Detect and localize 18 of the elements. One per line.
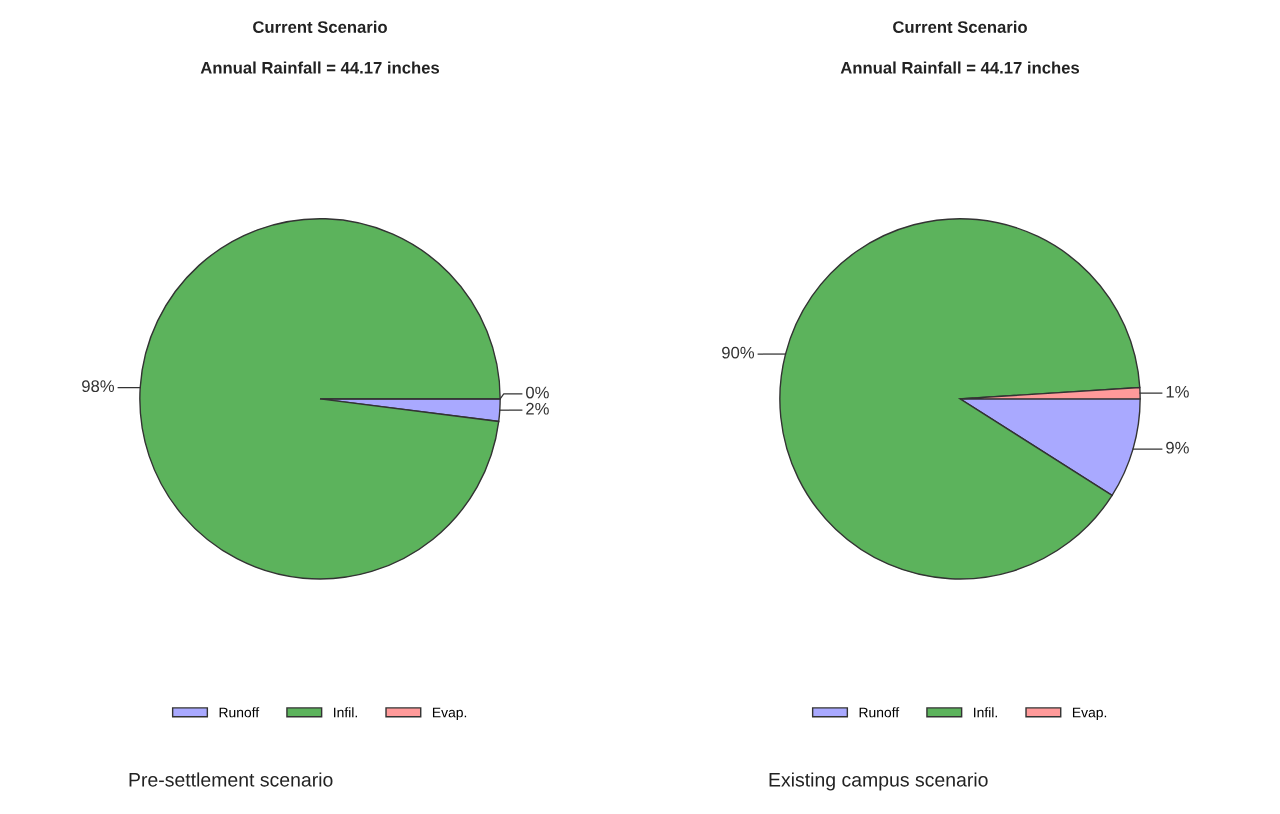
chart-subtitle: Annual Rainfall = 44.17 inches xyxy=(200,61,440,74)
text: Pre-settlement scenario xyxy=(129,772,333,787)
legend-label: Infil. xyxy=(334,707,357,718)
data-label: 1% xyxy=(1166,385,1189,398)
legend-label: Runoff xyxy=(219,707,260,718)
data-label: 2% xyxy=(526,402,549,415)
legend-label: Evap. xyxy=(432,707,467,721)
data-label: 9% xyxy=(1166,441,1189,454)
legend-label: Evap. xyxy=(1072,707,1107,721)
chart-title: Current Scenario xyxy=(253,20,387,33)
chart-subtitle: Annual Rainfall = 44.17 inches xyxy=(840,61,1080,74)
legend-label: Infil. xyxy=(974,707,997,718)
text: 0% xyxy=(526,386,549,399)
data-label: 90% xyxy=(722,346,755,359)
legend-label: Runoff xyxy=(859,707,900,718)
chart-title: Current Scenario xyxy=(893,20,1027,33)
data-label: 98% xyxy=(82,380,115,393)
text: Existing campus scenario xyxy=(769,772,988,791)
